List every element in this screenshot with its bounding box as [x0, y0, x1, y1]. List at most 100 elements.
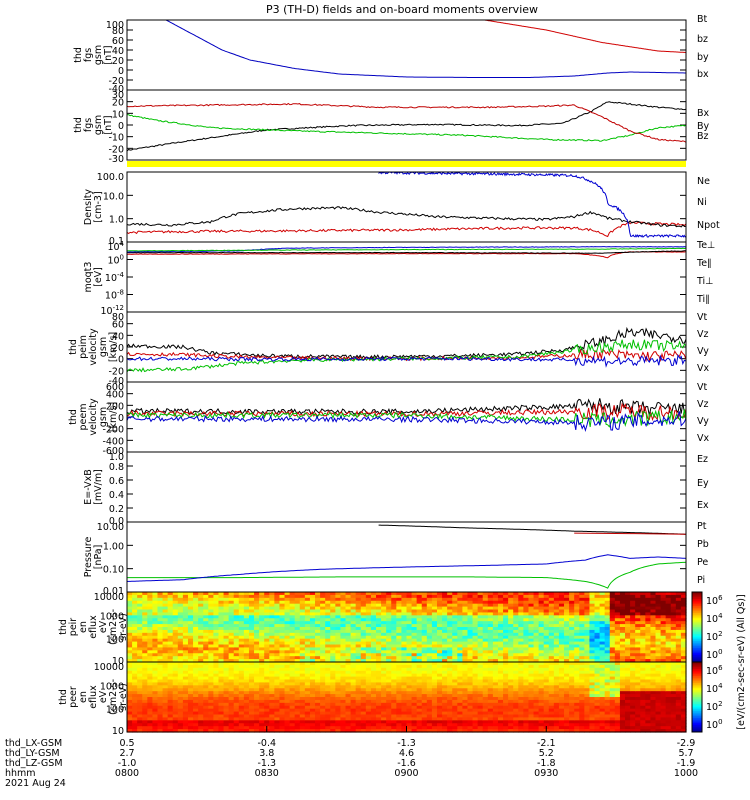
spec-cell: [431, 729, 438, 733]
spec-cell: [142, 708, 148, 713]
spec-cell: [193, 603, 199, 608]
spec-cell: [447, 629, 453, 634]
spec-cell: [462, 685, 469, 689]
spec-cell: [533, 638, 540, 643]
spec-cell: [436, 682, 443, 686]
spec-cell: [335, 647, 342, 651]
spec-cell: [401, 656, 408, 660]
spec-cell: [614, 647, 621, 651]
spec-cell: [182, 702, 189, 707]
spec-cell: [528, 659, 535, 663]
spec-cell: [340, 717, 347, 721]
spec-cell: [233, 729, 240, 733]
spec-cell: [401, 697, 408, 701]
spec-cell: [350, 594, 357, 599]
spec-cell: [330, 717, 336, 721]
spec-cell: [309, 702, 316, 707]
spec-cell: [436, 714, 443, 719]
spec-cell: [304, 656, 311, 660]
spec-cell: [533, 697, 540, 701]
spec-cell: [243, 682, 250, 686]
spec-cell: [345, 682, 352, 686]
spec-cell: [548, 650, 555, 654]
spec-cell: [335, 676, 342, 681]
spec-cell: [503, 714, 509, 719]
spec-cell: [177, 603, 184, 608]
spec-cell: [274, 644, 281, 649]
spec-cell: [462, 659, 469, 663]
spec-cell: [528, 597, 535, 602]
spec-cell: [152, 662, 159, 666]
spec-cell: [447, 717, 453, 721]
y-tick-label: 400: [106, 390, 124, 401]
spec-cell: [462, 717, 469, 721]
spec-cell: [584, 629, 591, 634]
spec-cell: [365, 664, 372, 669]
spec-cell: [137, 691, 143, 695]
spec-cell: [213, 592, 220, 596]
spec-cell: [452, 647, 458, 651]
spec-cell: [289, 592, 296, 596]
spec-cell: [157, 618, 164, 622]
spec-cell: [355, 685, 362, 689]
spec-cell: [299, 714, 306, 719]
spec-cell: [177, 699, 184, 704]
spec-cell: [233, 609, 240, 614]
spec-cell: [208, 697, 214, 701]
spec-cell: [248, 702, 255, 707]
spec-cell: [680, 609, 687, 614]
spec-cell: [315, 612, 321, 616]
spec-cell: [157, 682, 164, 686]
spec-cell: [315, 670, 321, 675]
spec-cell: [518, 697, 524, 701]
spec-cell: [416, 726, 423, 730]
spec-cell: [233, 606, 240, 611]
spec-cell: [127, 638, 133, 643]
spec-cell: [538, 723, 545, 727]
spec-cell: [152, 667, 159, 672]
spec-cell: [614, 629, 621, 634]
spec-cell: [564, 647, 570, 651]
spec-cell: [325, 624, 331, 628]
spec-cell: [299, 679, 306, 684]
spec-cell: [457, 594, 463, 599]
spec-cell: [172, 697, 179, 701]
spec-cell: [304, 729, 311, 733]
spec-cell: [523, 632, 530, 637]
spec-cell: [142, 717, 148, 721]
spec-cell: [533, 664, 540, 669]
spec-cell: [355, 627, 362, 631]
spec-cell: [391, 679, 397, 684]
y-axis-label-line: [km/s]: [108, 402, 119, 432]
spec-cell: [254, 723, 260, 727]
spec-cell: [548, 720, 555, 724]
spec-cell: [442, 699, 448, 704]
spec-cell: [426, 723, 433, 727]
y-tick-label: 20: [112, 343, 124, 354]
spec-cell: [284, 647, 291, 651]
spec-cell: [416, 624, 423, 628]
spec-cell: [279, 635, 286, 640]
spec-cell: [508, 723, 514, 727]
spec-cell: [401, 679, 408, 684]
spec-cell: [157, 641, 164, 646]
spec-cell: [411, 685, 418, 689]
spec-cell: [238, 629, 245, 634]
spec-cell: [381, 717, 387, 721]
spec-cell: [142, 694, 148, 698]
spec-cell: [213, 702, 220, 707]
spec-cell: [162, 618, 169, 622]
y-tick-label: 40: [112, 331, 124, 342]
spec-cell: [320, 609, 326, 614]
spec-cell: [370, 697, 377, 701]
spec-cell: [208, 606, 214, 611]
spec-cell: [223, 711, 230, 716]
spec-cell: [619, 603, 626, 608]
spec-cell: [279, 688, 286, 692]
spec-cell: [157, 624, 164, 628]
spec-cell: [299, 720, 306, 724]
spec-cell: [543, 662, 550, 666]
spec-cell: [370, 676, 377, 681]
spec-cell: [355, 635, 362, 640]
spec-cell: [248, 664, 255, 669]
